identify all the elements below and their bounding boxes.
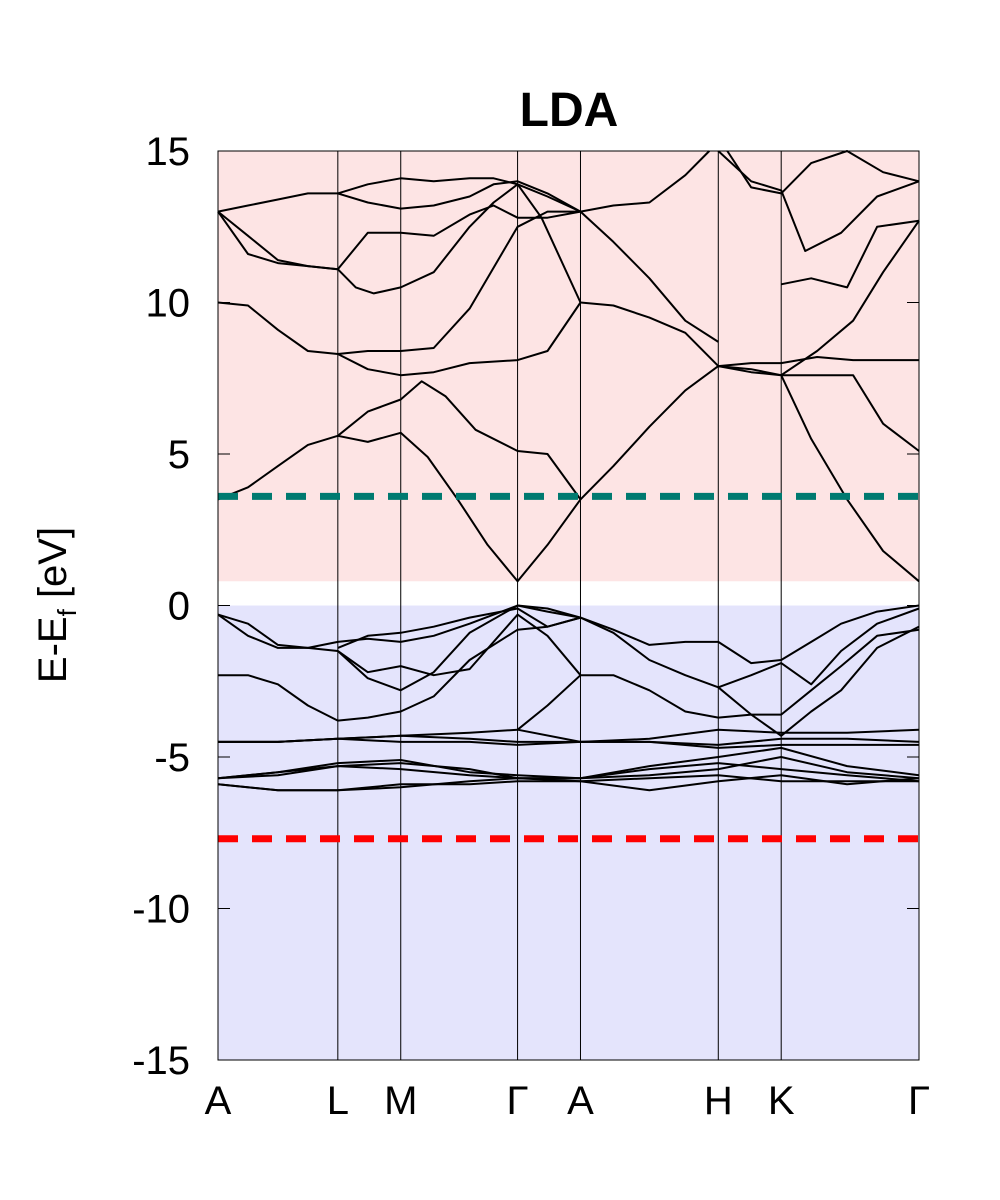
y-tick-label: -15 [132, 1039, 190, 1083]
y-tick-label: -10 [132, 888, 190, 932]
band-line [718, 365, 920, 583]
y-tick-label: 5 [168, 433, 190, 477]
band-line [579, 210, 719, 343]
chart-title: LDA [520, 84, 619, 137]
band-line [217, 746, 920, 780]
band-line [580, 150, 711, 213]
y-axis-label-unit: [eV] [31, 527, 75, 609]
x-tick-label: A [205, 1079, 232, 1123]
band-line [580, 607, 920, 689]
band-line [718, 356, 919, 368]
band-line [217, 774, 919, 792]
y-axis-label: E-Ef [eV] [31, 527, 82, 683]
x-tick-label: A [567, 1079, 594, 1123]
conduction-region [218, 151, 919, 582]
band-line [579, 365, 719, 501]
band-line [218, 616, 581, 722]
band-line [217, 301, 582, 377]
band-line [217, 762, 920, 783]
x-tick-label: L [327, 1079, 349, 1123]
y-tick-label: -5 [154, 736, 190, 780]
band-line [337, 180, 581, 213]
band-line [337, 380, 582, 500]
y-tick-label: 10 [146, 282, 191, 326]
x-tick-label: H [704, 1079, 733, 1123]
band-line [717, 150, 920, 252]
band-line [337, 607, 581, 649]
band-line [781, 219, 920, 289]
x-tick-label: Γ [507, 1079, 529, 1123]
band-line [726, 150, 920, 195]
band-line [217, 183, 582, 303]
valence-region [218, 605, 919, 1060]
band-line [218, 734, 919, 749]
y-axis-label-main: E-E [31, 616, 75, 683]
band-line [718, 365, 920, 452]
y-tick-label: 15 [146, 130, 191, 174]
band-line [337, 613, 582, 677]
y-tick-label: 0 [168, 585, 190, 629]
y-axis-label-subscript: f [52, 608, 82, 616]
x-tick-label: Γ [908, 1079, 930, 1123]
band-line [217, 177, 581, 213]
band-line [217, 431, 582, 583]
band-line [580, 301, 720, 367]
band-line [580, 604, 920, 665]
x-tick-label: M [384, 1079, 417, 1123]
band-line [217, 204, 581, 271]
band-line [780, 220, 920, 377]
band-line [337, 210, 581, 355]
band-line [217, 604, 581, 649]
x-tick-label: K [768, 1079, 795, 1123]
band-line [717, 625, 920, 737]
band-line [516, 674, 582, 731]
